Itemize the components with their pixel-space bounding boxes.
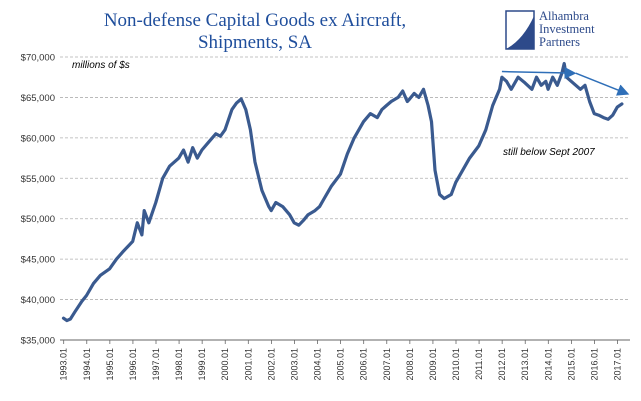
x-tick-label: 2007.01 [382, 348, 392, 381]
alhambra-logo: Alhambra Investment Partners [505, 8, 635, 53]
logo-line1: Alhambra [539, 9, 589, 23]
x-tick-label: 1994.01 [82, 348, 92, 381]
chart-title: Non-defense Capital Goods ex Aircraft, S… [60, 10, 450, 54]
y-tick-label: $60,000 [21, 133, 55, 144]
unit-label: millions of $s [72, 60, 130, 71]
y-tick-label: $35,000 [21, 336, 55, 347]
x-tick-label: 1996.01 [128, 348, 138, 381]
x-tick-label: 1999.01 [197, 348, 207, 381]
x-tick-label: 2008.01 [405, 348, 415, 381]
trend-arrow-down [575, 72, 630, 96]
x-tick-label: 1998.01 [174, 348, 184, 381]
x-tick-label: 2003.01 [289, 348, 299, 381]
x-tick-label: 2016.01 [589, 348, 599, 381]
x-axis-labels: 1993.01 1994.01 1995.01 1996.01 1997.01 1998.… [59, 340, 623, 381]
x-tick-label: 2002.01 [266, 348, 276, 381]
x-tick-label: 2009.01 [428, 348, 438, 381]
x-tick-label: 1995.01 [105, 348, 115, 381]
x-tick-label: 2012.01 [497, 348, 507, 381]
x-tick-label: 2000.01 [220, 348, 230, 381]
annotation-text: still below Sept 2007 [503, 147, 595, 158]
series-line [61, 61, 624, 323]
logo-text: Alhambra Investment Partners [539, 10, 595, 49]
x-tick-label: 2013.01 [520, 348, 530, 381]
x-tick-label: 1993.01 [59, 348, 69, 381]
x-tick-label: 2006.01 [359, 348, 369, 381]
y-tick-label: $50,000 [21, 214, 55, 225]
trend-arrow-flat [501, 66, 577, 79]
x-tick-label: 2015.01 [566, 348, 576, 381]
y-tick-label: $40,000 [21, 295, 55, 306]
x-tick-label: 2014.01 [543, 348, 553, 381]
y-axis-labels: $35,000 $40,000 $45,000 $50,000 $55,000 $60,0… [21, 53, 55, 347]
chart-title-line1: Non-defense Capital Goods ex Aircraft, [103, 10, 407, 31]
x-tick-label: 2011.01 [474, 348, 484, 380]
x-tick-label: 2017.01 [613, 348, 623, 381]
logo-mark-icon [505, 10, 535, 50]
series-layer [61, 61, 624, 323]
x-tick-label: 2010.01 [451, 348, 461, 381]
logo-line3: Partners [539, 35, 580, 49]
trend-arrows [501, 66, 630, 96]
chart-title-line2: Shipments, SA [197, 32, 313, 53]
x-tick-label: 1997.01 [151, 348, 161, 381]
y-tick-label: $70,000 [21, 53, 55, 64]
x-tick-label: 2004.01 [313, 348, 323, 381]
y-tick-label: $65,000 [21, 93, 55, 104]
y-tick-label: $45,000 [21, 255, 55, 266]
grid-layer [60, 56, 630, 341]
x-tick-label: 2005.01 [336, 348, 346, 381]
logo-line2: Investment [539, 22, 595, 36]
x-tick-label: 2001.01 [243, 348, 253, 381]
y-tick-label: $55,000 [21, 174, 55, 185]
